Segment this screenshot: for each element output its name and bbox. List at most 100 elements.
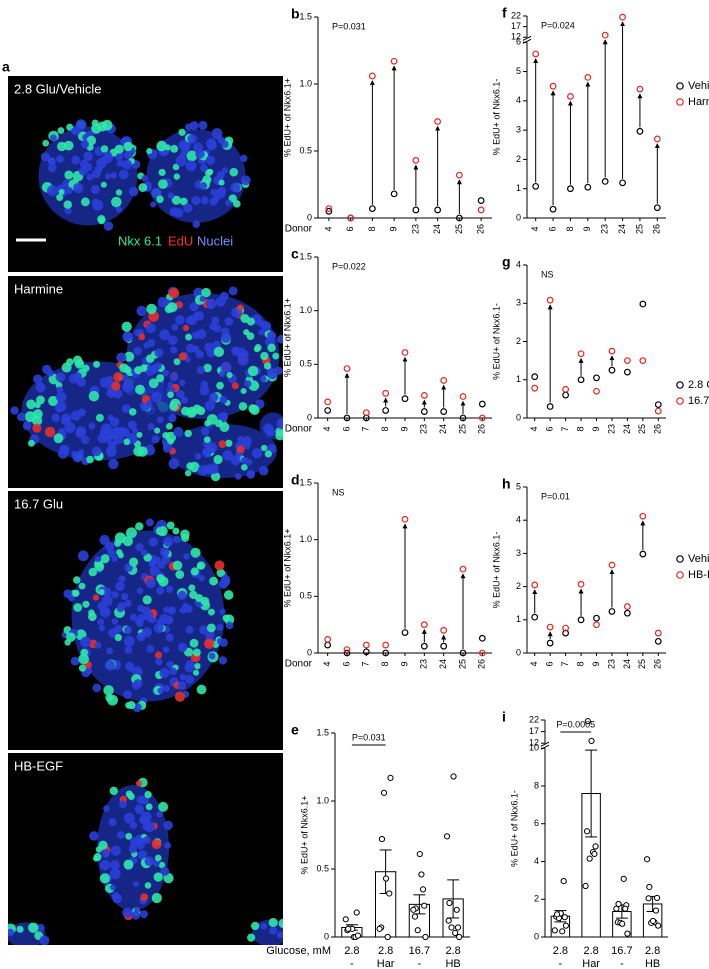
cell xyxy=(55,391,67,403)
cell xyxy=(195,594,204,603)
cell xyxy=(39,935,50,945)
cell xyxy=(134,328,142,336)
cell xyxy=(104,173,112,180)
x-tick-label: 24 xyxy=(438,659,448,669)
cell xyxy=(100,145,109,153)
cell xyxy=(36,923,45,933)
cell xyxy=(205,298,217,310)
cell xyxy=(132,427,139,434)
annotation: P=0.01 xyxy=(541,491,570,501)
cell xyxy=(171,195,181,205)
cell xyxy=(240,313,250,323)
cell xyxy=(276,931,283,939)
cell xyxy=(86,173,94,181)
data-point xyxy=(624,930,631,937)
cell xyxy=(91,446,102,457)
cell xyxy=(146,400,153,407)
x-tick-label: 2.8 xyxy=(645,945,660,957)
data-point xyxy=(546,623,554,631)
data-point xyxy=(362,648,370,656)
data-point xyxy=(452,929,459,937)
data-point xyxy=(443,833,451,840)
cell xyxy=(168,413,177,423)
cell xyxy=(101,119,113,131)
data-point xyxy=(434,118,442,125)
image-label: 16.7 Glu xyxy=(14,496,63,511)
cell xyxy=(221,167,229,174)
cell xyxy=(258,329,265,336)
cell xyxy=(244,380,252,388)
cell xyxy=(141,175,149,182)
cell xyxy=(167,192,175,199)
cell xyxy=(144,365,156,376)
y-tick-label: 17 xyxy=(529,726,539,736)
data-point xyxy=(455,214,463,222)
panel-letter: c xyxy=(291,246,299,262)
y-tick-label: 12 xyxy=(511,32,521,42)
data-point xyxy=(382,389,390,397)
cell xyxy=(203,363,212,373)
cell xyxy=(142,822,151,831)
cell xyxy=(73,576,81,584)
x-tick-label: Har xyxy=(377,958,395,969)
cell xyxy=(208,392,219,402)
cell xyxy=(240,456,249,465)
cell xyxy=(167,438,174,445)
y-tick-label: 0.5 xyxy=(299,591,312,601)
cell xyxy=(145,323,156,334)
cell xyxy=(225,199,232,207)
cell xyxy=(206,138,217,149)
cell xyxy=(141,627,153,638)
cell xyxy=(166,660,174,669)
data-point xyxy=(532,50,540,58)
cell xyxy=(151,892,162,904)
cell xyxy=(257,319,265,327)
cell xyxy=(121,592,129,601)
x-tick-label: 26 xyxy=(653,659,663,669)
cell xyxy=(184,604,193,614)
cell xyxy=(254,344,262,352)
cell xyxy=(139,815,148,825)
cell xyxy=(186,315,197,326)
image-label: 2.8 Glu/Vehicle xyxy=(14,81,101,96)
data-point xyxy=(380,789,388,796)
cell xyxy=(88,612,97,622)
data-point xyxy=(422,933,429,941)
cell xyxy=(224,317,234,326)
cell xyxy=(109,786,119,796)
cell xyxy=(137,850,148,861)
cell xyxy=(167,391,174,399)
y-tick-label: 2 xyxy=(516,336,521,346)
legend-marker xyxy=(676,397,684,405)
axis-break xyxy=(522,35,532,41)
data-point xyxy=(448,924,455,931)
data-point xyxy=(453,906,460,913)
data-point xyxy=(382,649,390,657)
cell xyxy=(62,445,69,453)
cell xyxy=(58,188,65,195)
cell xyxy=(234,473,242,480)
cell xyxy=(135,543,144,552)
data-point xyxy=(608,366,616,374)
cell xyxy=(163,685,171,692)
cell xyxy=(246,332,255,340)
y-tick-label: 4 xyxy=(516,515,521,525)
data-point xyxy=(382,875,390,882)
data-point xyxy=(478,649,486,657)
data-point xyxy=(577,616,585,624)
y-axis-label: % EdU+ of Nkx6.1+ xyxy=(282,528,292,607)
data-point xyxy=(562,922,570,929)
cell xyxy=(218,656,228,665)
cell xyxy=(209,576,219,586)
data-point xyxy=(593,374,600,382)
cell xyxy=(185,160,197,172)
data-point xyxy=(420,392,428,399)
data-point xyxy=(531,581,539,589)
y-tick-label: 12 xyxy=(529,738,539,748)
x-tick-label: 2.8 xyxy=(553,945,568,957)
cell xyxy=(159,668,170,679)
data-point xyxy=(446,899,453,907)
cell xyxy=(91,198,99,206)
cell xyxy=(88,422,96,430)
cell xyxy=(137,446,148,457)
